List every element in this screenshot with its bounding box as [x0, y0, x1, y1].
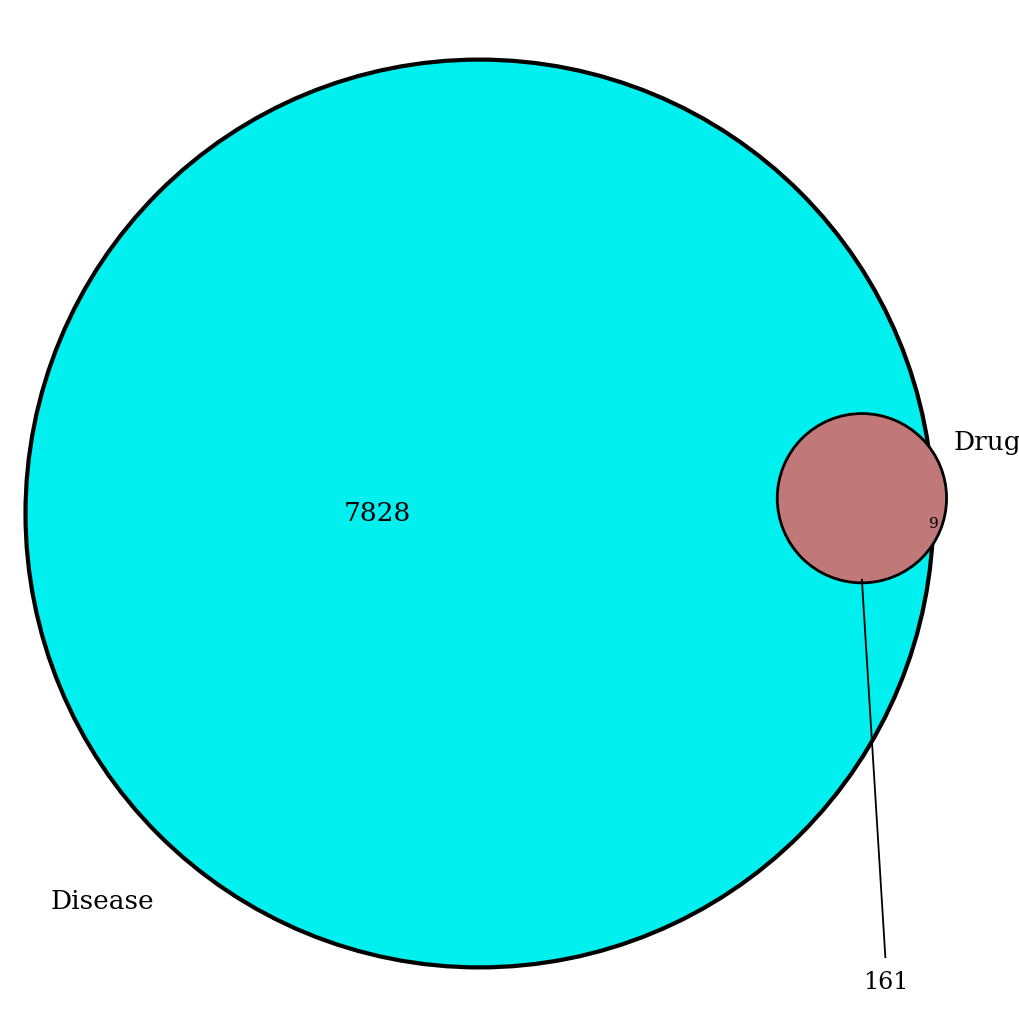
- Text: Drug: Drug: [953, 429, 1019, 455]
- Text: 7828: 7828: [343, 501, 411, 526]
- Circle shape: [776, 414, 946, 583]
- Text: Disease: Disease: [51, 888, 155, 914]
- Circle shape: [25, 60, 932, 967]
- Text: 9: 9: [928, 517, 938, 531]
- Text: 161: 161: [862, 972, 907, 994]
